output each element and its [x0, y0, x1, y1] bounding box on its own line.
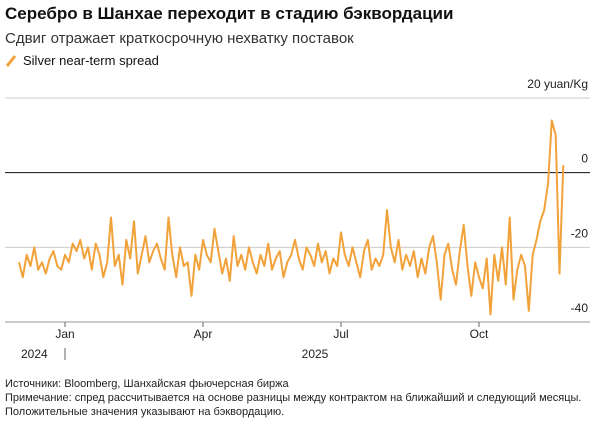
y-tick-label: 20 yuan/Kg	[527, 77, 588, 91]
year-label: 2025	[302, 347, 329, 361]
x-tick-label: Oct	[470, 327, 489, 341]
source: Источники: Bloomberg, Шанхайская фьючерс…	[5, 378, 289, 390]
note: Примечание: спред рассчитывается на осно…	[5, 392, 582, 418]
legend-icon	[5, 54, 17, 67]
line	[18, 119, 565, 316]
year-label: 2024	[21, 347, 48, 361]
y-tick-label: -40	[571, 301, 589, 315]
chart-subtitle: Сдвиг отражает краткосрочную нехватку по…	[5, 30, 354, 47]
y-tick-label: 0	[581, 152, 588, 166]
x-tick-label: Apr	[194, 327, 213, 341]
chart-title: Серебро в Шанхае переходит в стадию бэкв…	[5, 4, 454, 23]
chart: -40 -20 0 20 yuan/Kg Jan Apr Jul Oct 2024 2025	[5, 77, 590, 361]
y-tick-label: -20	[571, 226, 589, 240]
x-tick-label: Jul	[333, 327, 348, 341]
legend: Silver near-term spread	[5, 53, 159, 68]
x-tick-label: Jan	[55, 327, 74, 341]
legend-label: Silver near-term spread	[23, 53, 159, 68]
footer: Источники: Bloomberg, Шанхайская фьючерс…	[5, 377, 585, 419]
